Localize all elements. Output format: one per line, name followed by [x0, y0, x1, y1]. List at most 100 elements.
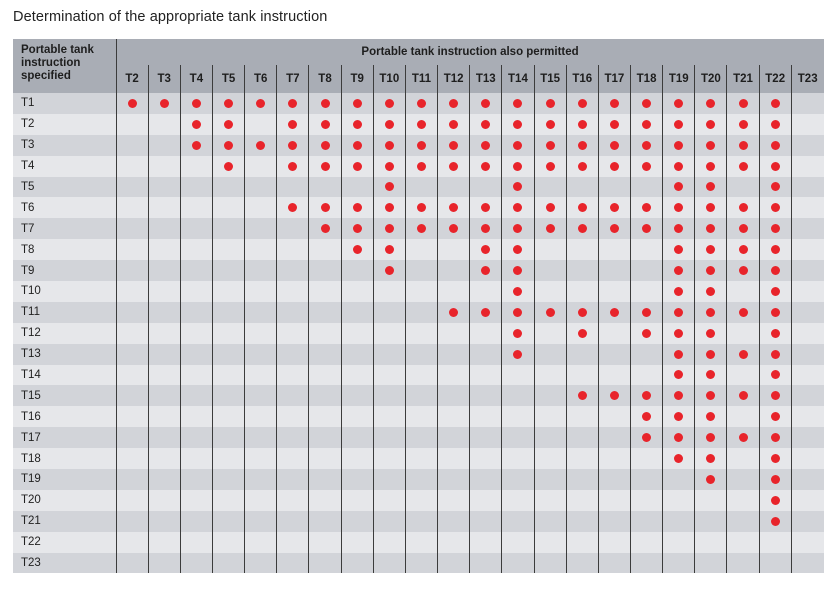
table-cell [372, 510, 406, 532]
table-cell [340, 155, 374, 177]
table-cell [147, 197, 181, 219]
permitted-dot-t1-t11 [416, 98, 426, 108]
permitted-dot-t2-t19 [674, 119, 684, 129]
permitted-dot-t4-t14 [513, 161, 523, 171]
permitted-dot-t13-t14 [513, 349, 523, 359]
table-cell [790, 427, 824, 449]
table-cell [629, 406, 663, 428]
table-cell [469, 218, 502, 240]
table-cell [340, 113, 374, 135]
table-cell [758, 531, 792, 553]
table-cell [404, 552, 438, 574]
table-cell [758, 301, 792, 323]
table-cell [565, 531, 599, 553]
permitted-dot-t7-t16 [577, 224, 587, 234]
table-row: T22 [13, 531, 824, 553]
table-cell [501, 197, 535, 219]
table-cell [276, 113, 309, 135]
permitted-dot-t17-t21 [738, 433, 748, 443]
table-cell [501, 531, 535, 553]
permitted-dot-t12-t22 [770, 328, 780, 338]
table-cell [662, 364, 695, 386]
table-cell [565, 93, 599, 114]
table-cell [501, 301, 535, 323]
table-cell [404, 489, 438, 511]
table-cell [179, 489, 213, 511]
table-cell [147, 469, 181, 490]
table-cell [372, 489, 406, 511]
permitted-dot-t7-t14 [513, 224, 523, 234]
table-cell [372, 134, 406, 156]
permitted-dot-t4-t12 [449, 161, 459, 171]
table-cell [308, 218, 342, 240]
table-cell [694, 301, 727, 323]
table-cell [597, 197, 631, 219]
table-cell [533, 176, 567, 198]
permitted-dot-t4-t10 [384, 161, 394, 171]
table-cell [565, 469, 599, 490]
table-cell [758, 469, 792, 490]
table-cell [340, 552, 374, 574]
table-cell [790, 385, 824, 407]
permitted-dot-t4-t19 [674, 161, 684, 171]
table-cell [790, 176, 824, 198]
table-cell [437, 260, 470, 282]
table-cell [662, 239, 695, 261]
table-cell [726, 448, 760, 470]
table-cell [790, 113, 824, 135]
table-cell [211, 322, 245, 344]
table-cell [758, 427, 792, 449]
table-cell [758, 155, 792, 177]
table-cell [790, 197, 824, 219]
table-cell [790, 301, 824, 323]
permitted-dot-t6-t21 [738, 203, 748, 213]
table-cell [211, 364, 245, 386]
table-cell [726, 322, 760, 344]
permitted-dot-t1-t6 [256, 98, 266, 108]
permitted-dot-t6-t16 [577, 203, 587, 213]
table-cell [115, 113, 149, 135]
column-header-t17: T17 [597, 65, 631, 93]
table-cell [662, 448, 695, 470]
permitted-dot-t2-t4 [191, 119, 201, 129]
table-cell [276, 427, 309, 449]
permitted-dot-t12-t19 [674, 328, 684, 338]
table-cell [372, 239, 406, 261]
permitted-dot-t3-t15 [545, 140, 555, 150]
table-cell [115, 155, 149, 177]
permitted-dot-t7-t13 [481, 224, 491, 234]
table-cell [694, 281, 727, 302]
table-cell [501, 134, 535, 156]
permitted-dot-t1-t4 [191, 98, 201, 108]
table-cell [244, 427, 277, 449]
column-header-t14: T14 [501, 65, 535, 93]
table-cell [244, 93, 277, 114]
table-cell [276, 343, 309, 365]
table-cell [437, 134, 470, 156]
permitted-dot-t1-t10 [384, 98, 394, 108]
table-cell [308, 176, 342, 198]
table-cell [244, 406, 277, 428]
permitted-dot-t4-t21 [738, 161, 748, 171]
table-cell [597, 364, 631, 386]
table-cell [437, 176, 470, 198]
table-cell [565, 406, 599, 428]
table-cell [565, 448, 599, 470]
permitted-dot-t6-t10 [384, 203, 394, 213]
table-cell [340, 427, 374, 449]
table-cell [565, 113, 599, 135]
table-cell [179, 343, 213, 365]
table-cell [565, 427, 599, 449]
permitted-dot-t16-t20 [706, 412, 716, 422]
table-cell [211, 93, 245, 114]
permitted-dot-t1-t7 [288, 98, 298, 108]
table-cell [533, 113, 567, 135]
table-cell [437, 113, 470, 135]
table-cell [662, 469, 695, 490]
table-cell [790, 260, 824, 282]
column-header-t2: T2 [115, 65, 149, 93]
permitted-dot-t15-t16 [577, 391, 587, 401]
table-cell [115, 239, 149, 261]
permitted-dot-t3-t4 [191, 140, 201, 150]
table-cell [565, 552, 599, 574]
